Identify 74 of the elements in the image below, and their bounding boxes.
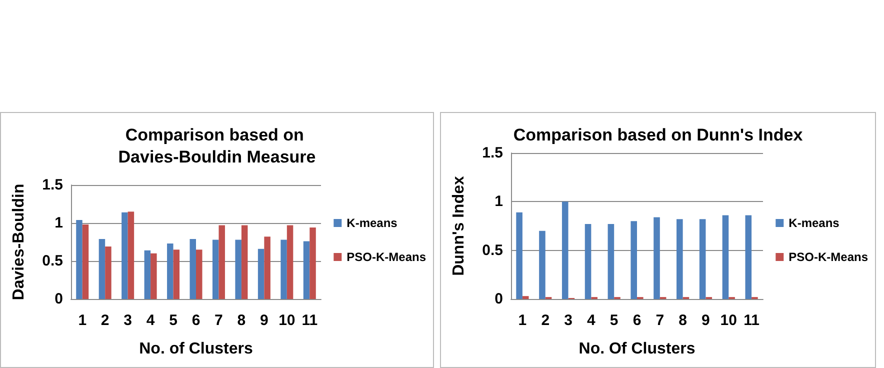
y-tick-label: 1.5 [42, 176, 63, 194]
bar [190, 238, 196, 299]
x-tick-label: 9 [260, 312, 268, 329]
bar [212, 240, 219, 299]
x-tick-label: 10 [278, 312, 296, 329]
bar [105, 246, 112, 299]
bar [676, 219, 683, 299]
x-tick-label: 4 [146, 312, 156, 329]
bar [98, 238, 106, 299]
bar [173, 250, 180, 299]
x-tick-label: 3 [564, 312, 572, 329]
y-tick-label: 0.5 [482, 242, 503, 259]
bar [745, 215, 752, 299]
bar [584, 224, 592, 299]
x-tick-label: 6 [192, 312, 200, 329]
bar [218, 225, 225, 299]
bar [264, 236, 270, 299]
bar [280, 240, 287, 299]
x-tick-label: 8 [237, 312, 246, 329]
chart-title: Comparison based on Dunn's Index [513, 126, 804, 144]
x-tick-label: 11 [302, 312, 318, 329]
x-tick-label: 4 [587, 312, 596, 329]
x-tick-label: 7 [656, 312, 664, 329]
legend-label: PSO-K-Means [346, 250, 426, 264]
bar [128, 212, 134, 299]
x-axis-title: No. of Clusters [139, 340, 253, 358]
chart-title: Comparison based on Davies-Bouldin Measure [118, 126, 316, 166]
y-axis-title: Dunn's Index [450, 176, 468, 276]
bar [630, 221, 637, 299]
x-tick-label: 2 [541, 312, 550, 329]
bar [654, 217, 660, 299]
legend-label: PSO-K-Means [788, 250, 868, 264]
bar [516, 212, 522, 299]
x-tick-label: 6 [632, 312, 642, 329]
bar [303, 241, 310, 299]
bar [699, 219, 706, 299]
bar [258, 248, 264, 299]
x-tick-label: 11 [744, 312, 760, 329]
bar [235, 240, 242, 299]
y-tick-label: 0 [494, 290, 503, 308]
y-axis-title: Davies-Bouldin [10, 184, 28, 300]
x-axis-title: No. Of Clusters [578, 340, 696, 358]
bar [76, 220, 82, 299]
y-tick-label: 1 [494, 193, 503, 210]
bar [310, 228, 316, 299]
x-tick-label: 8 [678, 312, 687, 329]
x-tick-label: 5 [169, 312, 178, 329]
x-tick-label: 9 [702, 312, 710, 329]
x-tick-label: 3 [124, 312, 132, 329]
bar [562, 202, 568, 299]
y-tick-label: 1.5 [482, 144, 503, 162]
x-tick-label: 5 [610, 312, 618, 329]
bar [241, 225, 248, 299]
bar [286, 225, 294, 299]
x-tick-label: 10 [720, 312, 737, 329]
bar [150, 253, 157, 299]
bar [722, 215, 729, 299]
y-tick-label: 0 [54, 290, 63, 308]
y-tick-label: 1 [54, 214, 63, 232]
bar [122, 212, 128, 299]
bar [539, 230, 546, 299]
bar [608, 224, 614, 299]
x-tick-label: 1 [78, 312, 87, 329]
legend-label: K-means [346, 216, 398, 230]
bar [82, 224, 89, 299]
bar [167, 244, 174, 299]
bar [144, 250, 151, 299]
x-tick-label: 2 [100, 312, 110, 329]
bar [196, 250, 202, 299]
x-tick-label: 7 [214, 312, 223, 329]
y-tick-label: 0.5 [42, 252, 63, 270]
x-tick-label: 1 [518, 312, 527, 329]
legend-label: K-means [788, 216, 840, 230]
bar [522, 296, 529, 299]
